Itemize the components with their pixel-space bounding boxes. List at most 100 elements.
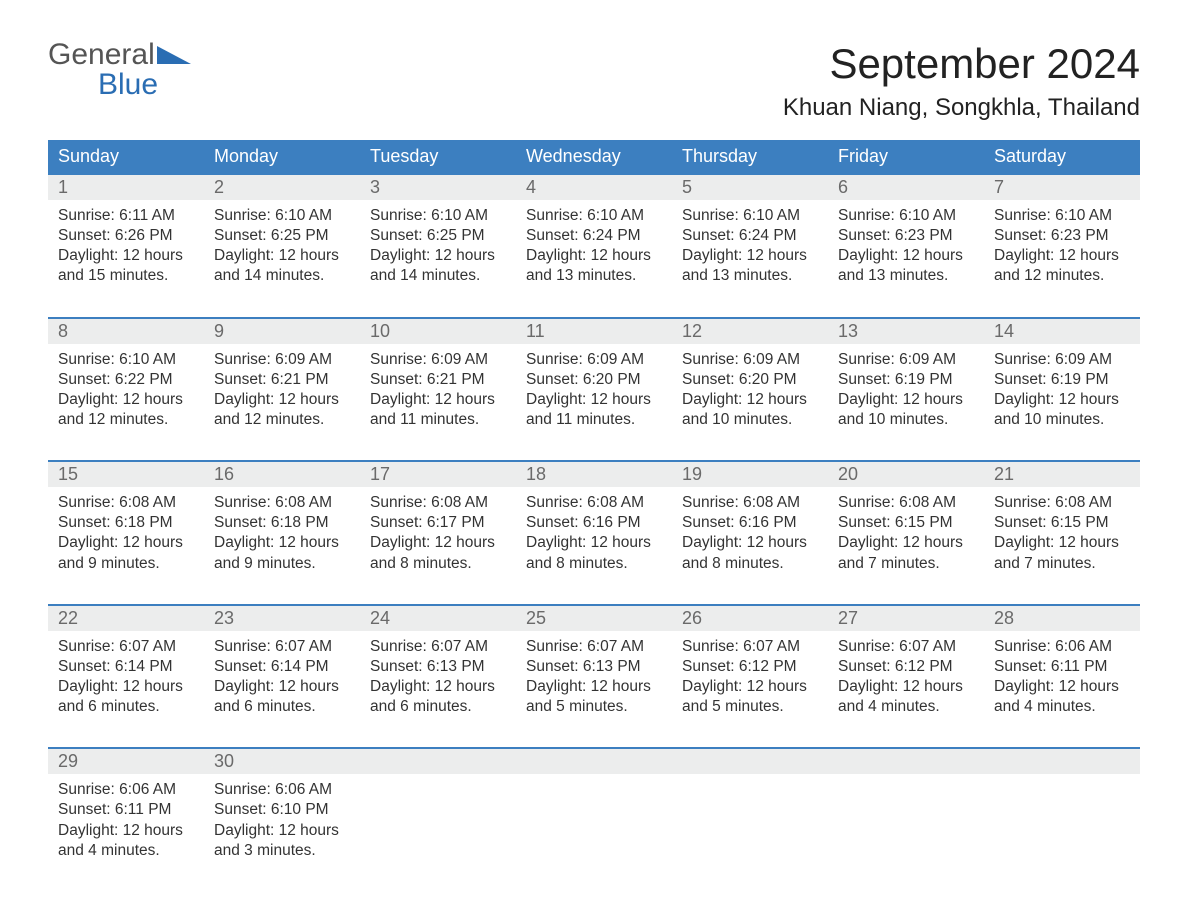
day-sunrise: Sunrise: 6:07 AM	[682, 637, 818, 657]
day-body: Sunrise: 6:10 AMSunset: 6:23 PMDaylight:…	[984, 200, 1140, 297]
calendar-day: 6Sunrise: 6:10 AMSunset: 6:23 PMDaylight…	[828, 175, 984, 297]
logo-word1: General	[48, 40, 155, 70]
day-body: Sunrise: 6:10 AMSunset: 6:25 PMDaylight:…	[204, 200, 360, 297]
day-sunrise: Sunrise: 6:09 AM	[214, 350, 350, 370]
day-d2: and 13 minutes.	[838, 266, 974, 286]
calendar-day	[828, 749, 984, 871]
day-d2: and 4 minutes.	[994, 697, 1130, 717]
calendar-day: 21Sunrise: 6:08 AMSunset: 6:15 PMDayligh…	[984, 462, 1140, 584]
day-d1: Daylight: 12 hours	[214, 246, 350, 266]
day-d1: Daylight: 12 hours	[58, 390, 194, 410]
day-d2: and 14 minutes.	[214, 266, 350, 286]
day-d2: and 6 minutes.	[58, 697, 194, 717]
day-sunrise: Sunrise: 6:08 AM	[370, 493, 506, 513]
day-body	[672, 774, 828, 790]
calendar-day: 25Sunrise: 6:07 AMSunset: 6:13 PMDayligh…	[516, 606, 672, 728]
day-sunset: Sunset: 6:13 PM	[370, 657, 506, 677]
day-sunset: Sunset: 6:19 PM	[838, 370, 974, 390]
day-body	[984, 774, 1140, 790]
day-d1: Daylight: 12 hours	[838, 533, 974, 553]
calendar-week: 29Sunrise: 6:06 AMSunset: 6:11 PMDayligh…	[48, 747, 1140, 871]
day-body: Sunrise: 6:09 AMSunset: 6:20 PMDaylight:…	[672, 344, 828, 441]
day-d1: Daylight: 12 hours	[58, 821, 194, 841]
day-body: Sunrise: 6:07 AMSunset: 6:14 PMDaylight:…	[204, 631, 360, 728]
header: General Blue September 2024 Khuan Niang,…	[48, 40, 1140, 122]
dow-saturday: Saturday	[984, 140, 1140, 173]
calendar-day	[360, 749, 516, 871]
day-d1: Daylight: 12 hours	[994, 533, 1130, 553]
day-d1: Daylight: 12 hours	[370, 533, 506, 553]
day-sunset: Sunset: 6:22 PM	[58, 370, 194, 390]
day-d1: Daylight: 12 hours	[370, 677, 506, 697]
dow-friday: Friday	[828, 140, 984, 173]
day-sunrise: Sunrise: 6:10 AM	[682, 206, 818, 226]
day-d1: Daylight: 12 hours	[370, 246, 506, 266]
calendar-day: 10Sunrise: 6:09 AMSunset: 6:21 PMDayligh…	[360, 319, 516, 441]
dow-tuesday: Tuesday	[360, 140, 516, 173]
calendar-day: 28Sunrise: 6:06 AMSunset: 6:11 PMDayligh…	[984, 606, 1140, 728]
day-sunrise: Sunrise: 6:08 AM	[214, 493, 350, 513]
calendar-day	[516, 749, 672, 871]
day-sunrise: Sunrise: 6:10 AM	[994, 206, 1130, 226]
day-d2: and 10 minutes.	[838, 410, 974, 430]
day-d2: and 6 minutes.	[370, 697, 506, 717]
day-number	[672, 749, 828, 774]
day-of-week-header: Sunday Monday Tuesday Wednesday Thursday…	[48, 140, 1140, 173]
calendar-day: 14Sunrise: 6:09 AMSunset: 6:19 PMDayligh…	[984, 319, 1140, 441]
day-d1: Daylight: 12 hours	[526, 533, 662, 553]
day-sunset: Sunset: 6:24 PM	[526, 226, 662, 246]
day-d1: Daylight: 12 hours	[838, 390, 974, 410]
logo-line1: General	[48, 40, 191, 70]
day-sunrise: Sunrise: 6:08 AM	[58, 493, 194, 513]
day-d2: and 15 minutes.	[58, 266, 194, 286]
calendar-day: 17Sunrise: 6:08 AMSunset: 6:17 PMDayligh…	[360, 462, 516, 584]
day-body: Sunrise: 6:09 AMSunset: 6:20 PMDaylight:…	[516, 344, 672, 441]
day-sunset: Sunset: 6:14 PM	[214, 657, 350, 677]
day-d2: and 11 minutes.	[370, 410, 506, 430]
day-sunset: Sunset: 6:17 PM	[370, 513, 506, 533]
day-sunset: Sunset: 6:21 PM	[370, 370, 506, 390]
day-sunset: Sunset: 6:13 PM	[526, 657, 662, 677]
day-number: 11	[516, 319, 672, 344]
calendar-day: 15Sunrise: 6:08 AMSunset: 6:18 PMDayligh…	[48, 462, 204, 584]
page-title: September 2024	[783, 40, 1140, 88]
day-d2: and 8 minutes.	[526, 554, 662, 574]
day-d2: and 9 minutes.	[214, 554, 350, 574]
day-sunset: Sunset: 6:26 PM	[58, 226, 194, 246]
day-sunrise: Sunrise: 6:09 AM	[838, 350, 974, 370]
day-sunrise: Sunrise: 6:10 AM	[526, 206, 662, 226]
day-d2: and 7 minutes.	[838, 554, 974, 574]
day-sunset: Sunset: 6:16 PM	[526, 513, 662, 533]
day-number	[516, 749, 672, 774]
day-sunrise: Sunrise: 6:10 AM	[214, 206, 350, 226]
day-sunset: Sunset: 6:24 PM	[682, 226, 818, 246]
day-sunset: Sunset: 6:16 PM	[682, 513, 818, 533]
day-number	[828, 749, 984, 774]
day-sunset: Sunset: 6:21 PM	[214, 370, 350, 390]
day-sunset: Sunset: 6:12 PM	[838, 657, 974, 677]
logo-word2: Blue	[48, 70, 191, 100]
day-sunrise: Sunrise: 6:06 AM	[994, 637, 1130, 657]
day-body: Sunrise: 6:09 AMSunset: 6:21 PMDaylight:…	[360, 344, 516, 441]
day-number: 16	[204, 462, 360, 487]
day-sunrise: Sunrise: 6:10 AM	[838, 206, 974, 226]
calendar-day: 24Sunrise: 6:07 AMSunset: 6:13 PMDayligh…	[360, 606, 516, 728]
title-block: September 2024 Khuan Niang, Songkhla, Th…	[783, 40, 1140, 122]
calendar-day: 30Sunrise: 6:06 AMSunset: 6:10 PMDayligh…	[204, 749, 360, 871]
location: Khuan Niang, Songkhla, Thailand	[783, 94, 1140, 122]
day-d1: Daylight: 12 hours	[838, 677, 974, 697]
day-sunset: Sunset: 6:23 PM	[994, 226, 1130, 246]
day-body: Sunrise: 6:08 AMSunset: 6:15 PMDaylight:…	[984, 487, 1140, 584]
day-d1: Daylight: 12 hours	[214, 821, 350, 841]
day-sunrise: Sunrise: 6:10 AM	[58, 350, 194, 370]
day-number: 24	[360, 606, 516, 631]
day-sunrise: Sunrise: 6:07 AM	[838, 637, 974, 657]
day-body	[828, 774, 984, 790]
day-sunset: Sunset: 6:11 PM	[994, 657, 1130, 677]
logo: General Blue	[48, 40, 191, 100]
day-d1: Daylight: 12 hours	[526, 677, 662, 697]
day-d1: Daylight: 12 hours	[214, 677, 350, 697]
day-number: 12	[672, 319, 828, 344]
day-sunrise: Sunrise: 6:09 AM	[682, 350, 818, 370]
day-number	[984, 749, 1140, 774]
